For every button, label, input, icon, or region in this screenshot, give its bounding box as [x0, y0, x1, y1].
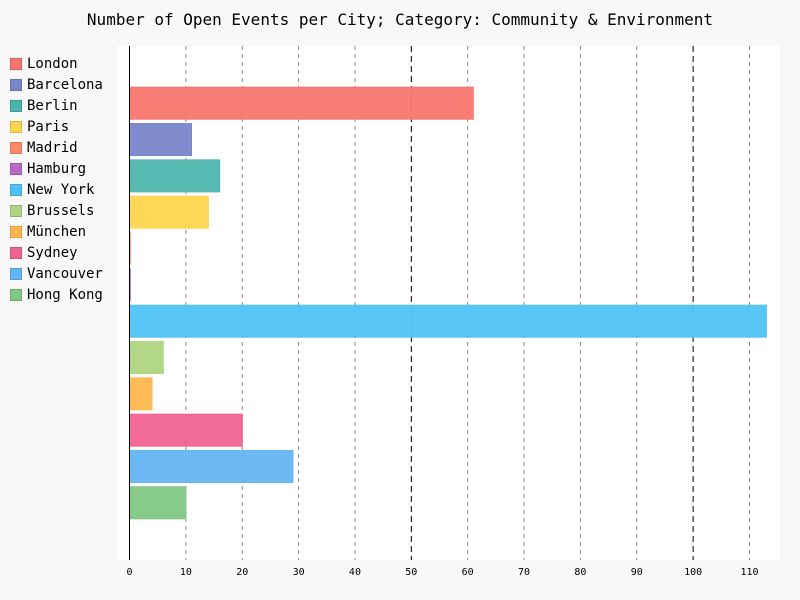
legend-label: Sydney [27, 244, 78, 261]
legend-label: Paris [27, 118, 70, 135]
x-tick-label: 110 [740, 567, 758, 578]
legend-label: Madrid [27, 139, 78, 156]
legend-swatch [10, 99, 22, 112]
x-tick-labels: 0 10 20 30 40 50 60 70 80 90 100 110 [126, 567, 758, 578]
x-tick-label: 80 [574, 567, 586, 578]
legend-swatch [10, 288, 22, 301]
legend-item-vancouver[interactable]: Vancouver [10, 263, 103, 284]
x-tick-label: 20 [236, 567, 248, 578]
x-tick-label: 100 [684, 567, 702, 578]
bars [129, 86, 767, 520]
legend-item-barcelona[interactable]: Barcelona [10, 74, 103, 95]
bar-m-nchen[interactable] [129, 377, 153, 411]
legend-item-new-york[interactable]: New York [10, 179, 103, 200]
legend-item-m-nchen[interactable]: München [10, 221, 103, 242]
legend-item-hamburg[interactable]: Hamburg [10, 158, 103, 179]
grid-lines [185, 46, 750, 560]
legend-label: Barcelona [27, 76, 103, 93]
legend-item-berlin[interactable]: Berlin [10, 95, 103, 116]
legend-swatch [10, 225, 22, 238]
legend-swatch [10, 57, 22, 70]
bar-brussels[interactable] [129, 341, 164, 375]
x-tick-label: 90 [631, 567, 643, 578]
chart-title: Number of Open Events per City; Category… [86, 10, 714, 29]
legend-swatch [10, 204, 22, 217]
legend-swatch [10, 120, 22, 133]
bar-barcelona[interactable] [129, 123, 192, 157]
legend-item-london[interactable]: London [10, 53, 103, 74]
bar-sydney[interactable] [129, 413, 243, 447]
legend-swatch [10, 162, 22, 175]
legend-item-madrid[interactable]: Madrid [10, 137, 103, 158]
legend-swatch [10, 141, 22, 154]
legend: London Barcelona Berlin Paris Madrid Hamburg N… [10, 53, 103, 305]
bar-hong-kong[interactable] [129, 486, 187, 520]
legend-label: London [27, 55, 78, 72]
legend-item-sydney[interactable]: Sydney [10, 242, 103, 263]
bar-paris[interactable] [129, 195, 209, 229]
x-tick-label: 50 [405, 567, 417, 578]
legend-item-paris[interactable]: Paris [10, 116, 103, 137]
legend-label: Vancouver [27, 265, 103, 282]
legend-label: Hong Kong [27, 286, 103, 303]
legend-label: München [27, 223, 87, 240]
bar-new-york[interactable] [129, 304, 767, 338]
legend-item-hong-kong[interactable]: Hong Kong [10, 284, 103, 305]
bar-berlin[interactable] [129, 159, 221, 193]
x-tick-label: 30 [293, 567, 305, 578]
legend-swatch [10, 78, 22, 91]
x-tick-label: 60 [462, 567, 474, 578]
x-tick-label: 10 [180, 567, 192, 578]
legend-label: Brussels [27, 202, 95, 219]
legend-label: New York [27, 181, 95, 198]
bar-vancouver[interactable] [129, 450, 294, 483]
legend-label: Hamburg [27, 160, 87, 177]
x-tick-label: 70 [518, 567, 530, 578]
bar-london[interactable] [129, 86, 474, 120]
legend-item-brussels[interactable]: Brussels [10, 200, 103, 221]
legend-swatch [10, 183, 22, 196]
x-tick-label: 0 [126, 567, 132, 578]
legend-swatch [10, 267, 22, 280]
legend-label: Berlin [27, 97, 78, 114]
legend-swatch [10, 246, 22, 259]
x-tick-label: 40 [349, 567, 361, 578]
